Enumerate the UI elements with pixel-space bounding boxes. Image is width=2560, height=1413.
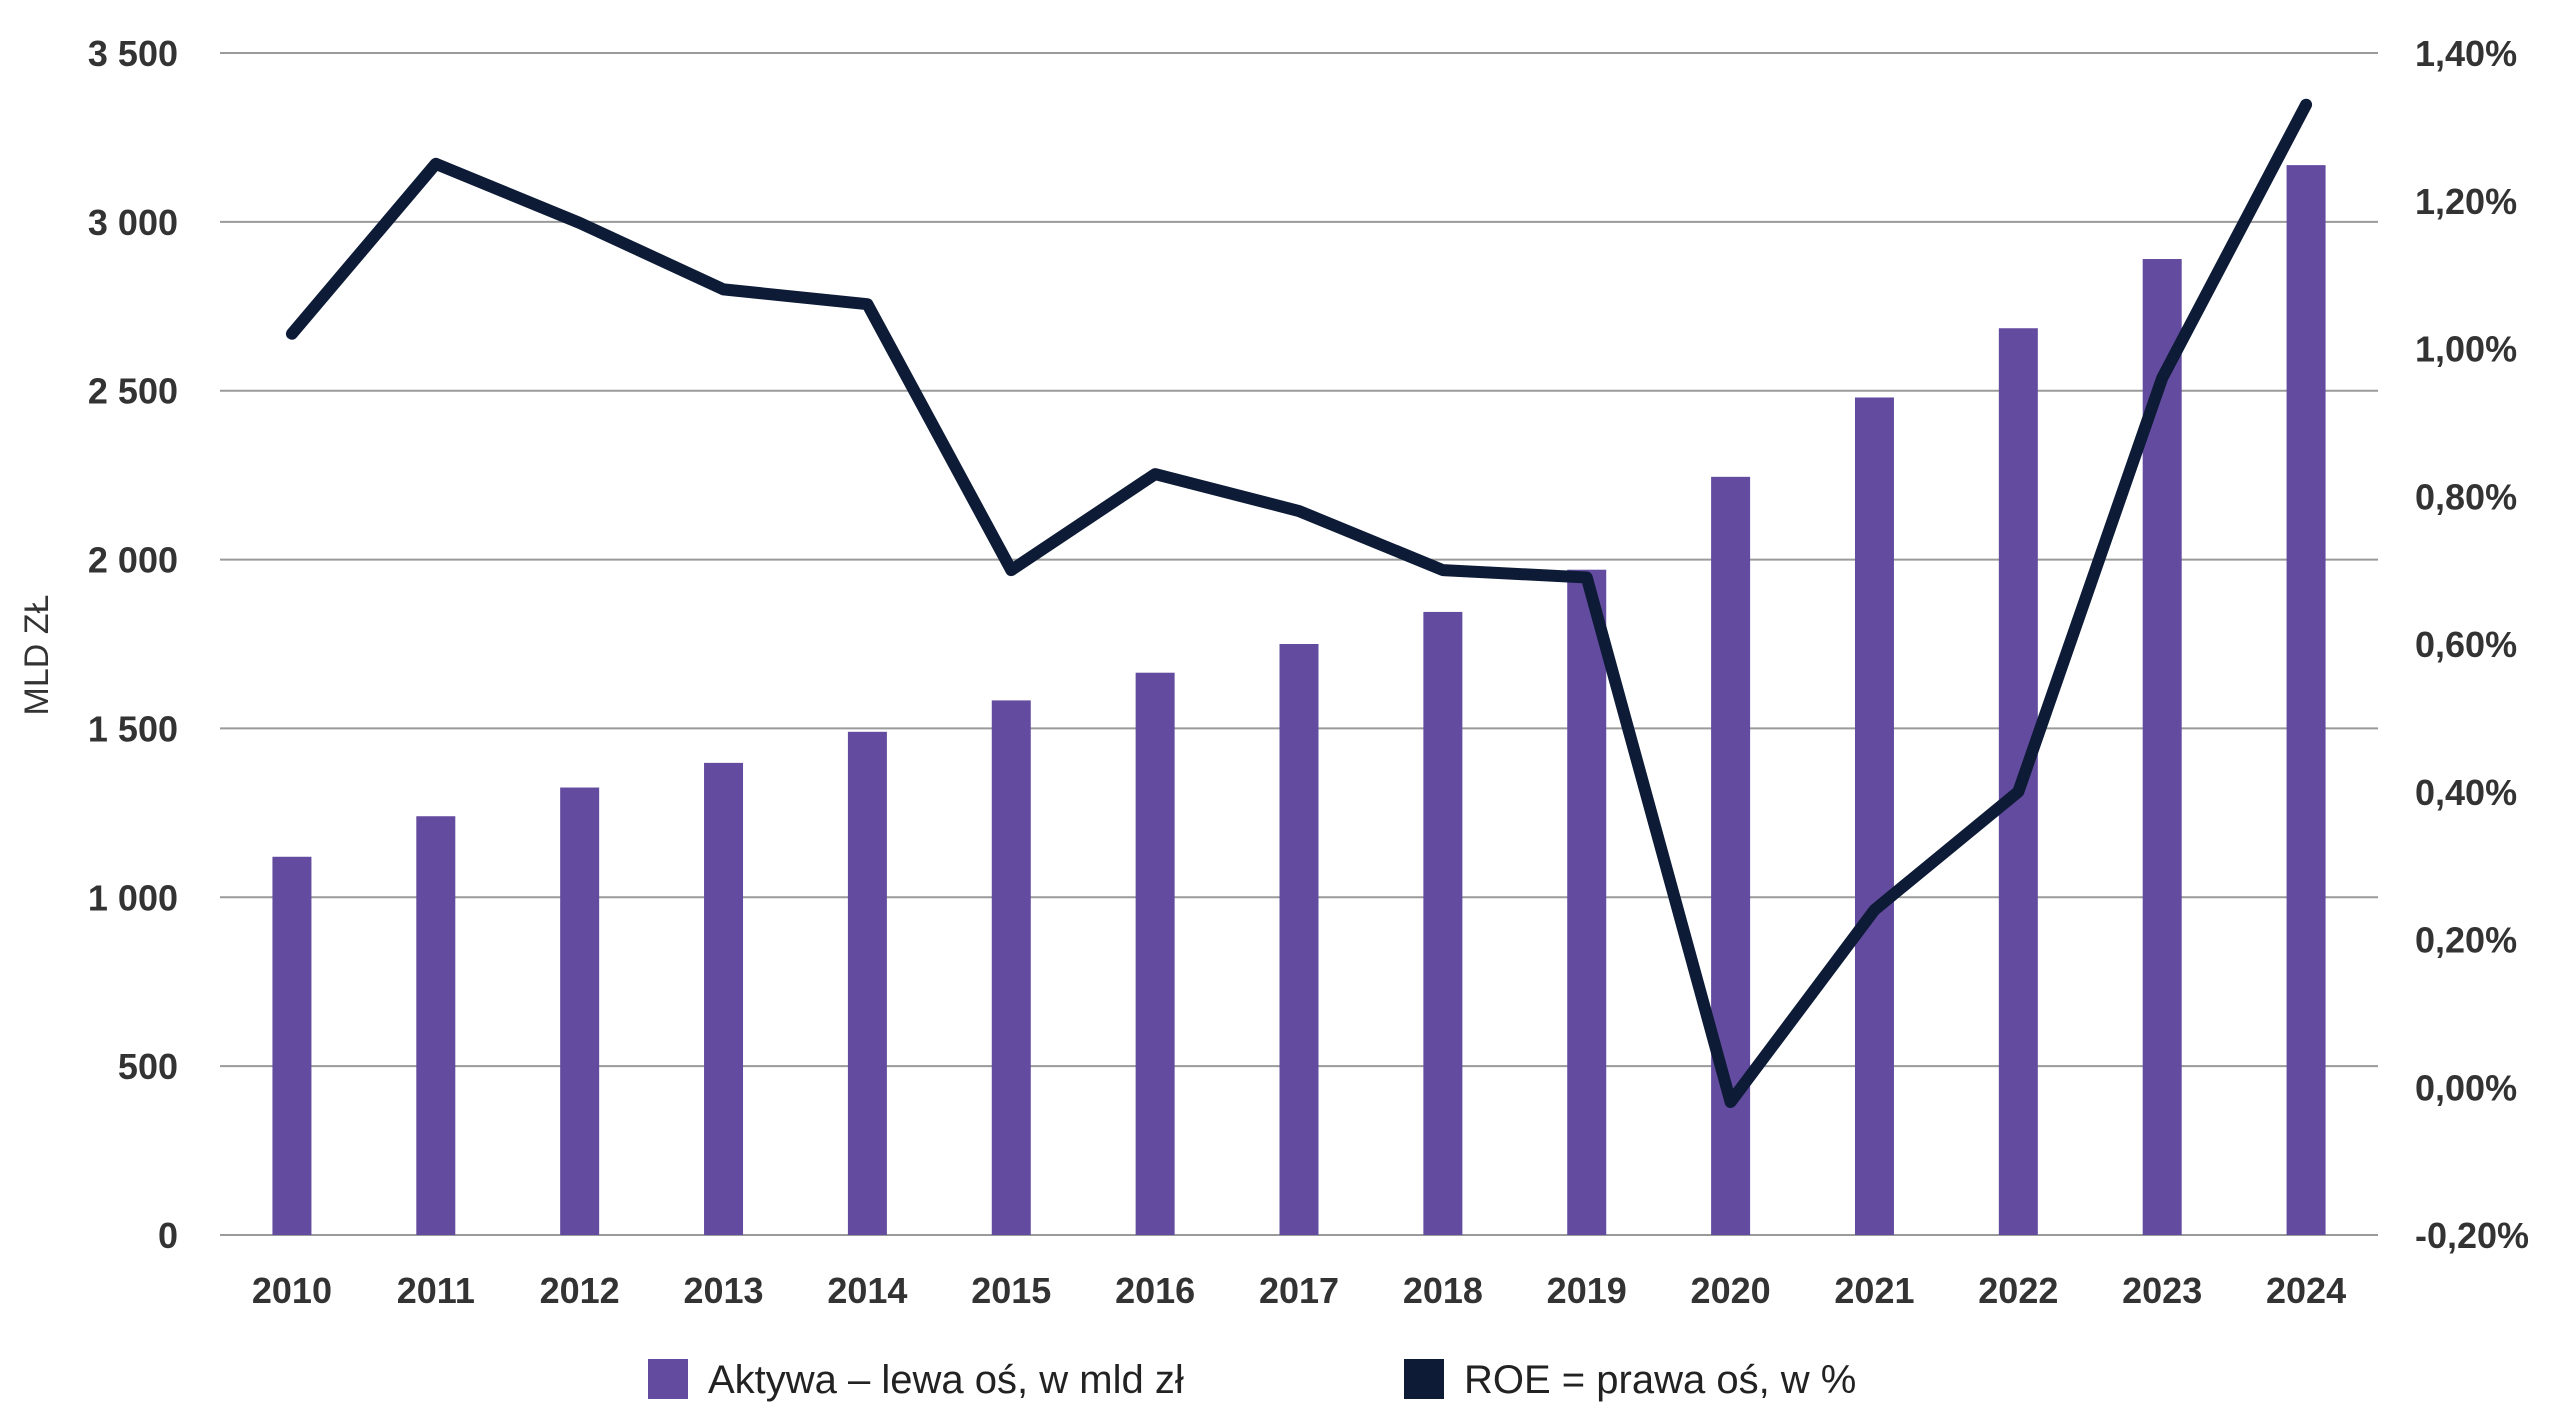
bar (2286, 165, 2326, 1236)
roe-point (1873, 908, 1876, 911)
x-tick-label: 2022 (1978, 1270, 2058, 1311)
right-axis-ticks: -0,20% 0,00% 0,20% 0,40% 0,60% 0,80% 1,00% 1,20… (2415, 33, 2529, 1256)
bar (991, 700, 1031, 1235)
x-tick-label: 2015 (971, 1270, 1051, 1311)
bar (1567, 569, 1607, 1235)
bar (1423, 611, 1463, 1235)
right-tick-label: 1,40% (2415, 33, 2517, 74)
legend-label: ROE = prawa oś, w % (1464, 1358, 1856, 1402)
bar (560, 787, 600, 1235)
bar (272, 856, 312, 1235)
roe-point (2305, 103, 2308, 106)
legend-swatch (1404, 1359, 1444, 1399)
bar (1711, 476, 1751, 1235)
right-tick-label: 0,20% (2415, 920, 2517, 961)
right-tick-label: 0,60% (2415, 624, 2517, 665)
bar (704, 762, 744, 1235)
x-tick-label: 2012 (540, 1270, 620, 1311)
x-tick-label: 2024 (2266, 1270, 2346, 1311)
right-tick-label: 1,20% (2415, 181, 2517, 222)
left-tick-label: 3 000 (88, 202, 178, 243)
x-tick-label: 2013 (683, 1270, 763, 1311)
left-tick-label: 1 000 (88, 877, 178, 918)
x-tick-label: 2014 (827, 1270, 907, 1311)
left-tick-label: 500 (118, 1046, 178, 1087)
left-tick-label: 1 500 (88, 708, 178, 749)
left-tick-label: 2 000 (88, 540, 178, 581)
right-tick-label: 0,00% (2415, 1067, 2517, 1108)
x-tick-label: 2023 (2122, 1270, 2202, 1311)
right-tick-label: 0,40% (2415, 772, 2517, 813)
line-series-roe (285, 98, 2313, 1109)
x-axis-ticks: 2010 2011 2012 2013 2014 2015 2016 2017 2018 2019… (252, 1270, 2346, 1311)
bar (1854, 397, 1894, 1235)
left-tick-label: 2 500 (88, 371, 178, 412)
right-tick-label: 0,80% (2415, 476, 2517, 517)
legend-label: Aktywa – lewa oś, w mld zł (708, 1358, 1184, 1402)
bar (1135, 672, 1175, 1235)
y-axis-title: MLD ZŁ (18, 595, 56, 716)
x-tick-label: 2016 (1115, 1270, 1195, 1311)
roe-point (1729, 1101, 1732, 1104)
roe-point (2161, 377, 2164, 380)
right-tick-label: 1,00% (2415, 329, 2517, 370)
right-tick-label: -0,20% (2415, 1215, 2529, 1256)
legend-swatch (648, 1359, 688, 1399)
roe-point (866, 303, 869, 306)
roe-point (434, 162, 437, 165)
x-tick-label: 2019 (1547, 1270, 1627, 1311)
x-tick-label: 2018 (1403, 1270, 1483, 1311)
roe-point (2017, 790, 2020, 793)
bar (416, 816, 456, 1235)
roe-point (1010, 569, 1013, 572)
legend: Aktywa – lewa oś, w mld zł ROE = prawa oś… (648, 1358, 1856, 1402)
bar (847, 731, 887, 1235)
x-tick-label: 2017 (1259, 1270, 1339, 1311)
roe-point (722, 288, 725, 291)
x-tick-label: 2010 (252, 1270, 332, 1311)
x-tick-label: 2011 (397, 1270, 475, 1311)
roe-point (1585, 576, 1588, 579)
roe-point (1298, 510, 1300, 513)
bar-series-aktywa (272, 165, 2326, 1236)
left-tick-label: 0 (158, 1215, 178, 1256)
roe-point (578, 221, 581, 224)
left-tick-label: 3 500 (88, 33, 178, 74)
left-axis-ticks: 0 500 1 000 1 500 2 000 2 500 3 000 3 500 (88, 33, 178, 1256)
roe-point (1441, 569, 1444, 572)
bar (1279, 644, 1319, 1235)
roe-point (1154, 473, 1157, 476)
x-tick-label: 2021 (1834, 1270, 1914, 1311)
roe-point (290, 332, 293, 335)
x-tick-label: 2020 (1691, 1270, 1771, 1311)
